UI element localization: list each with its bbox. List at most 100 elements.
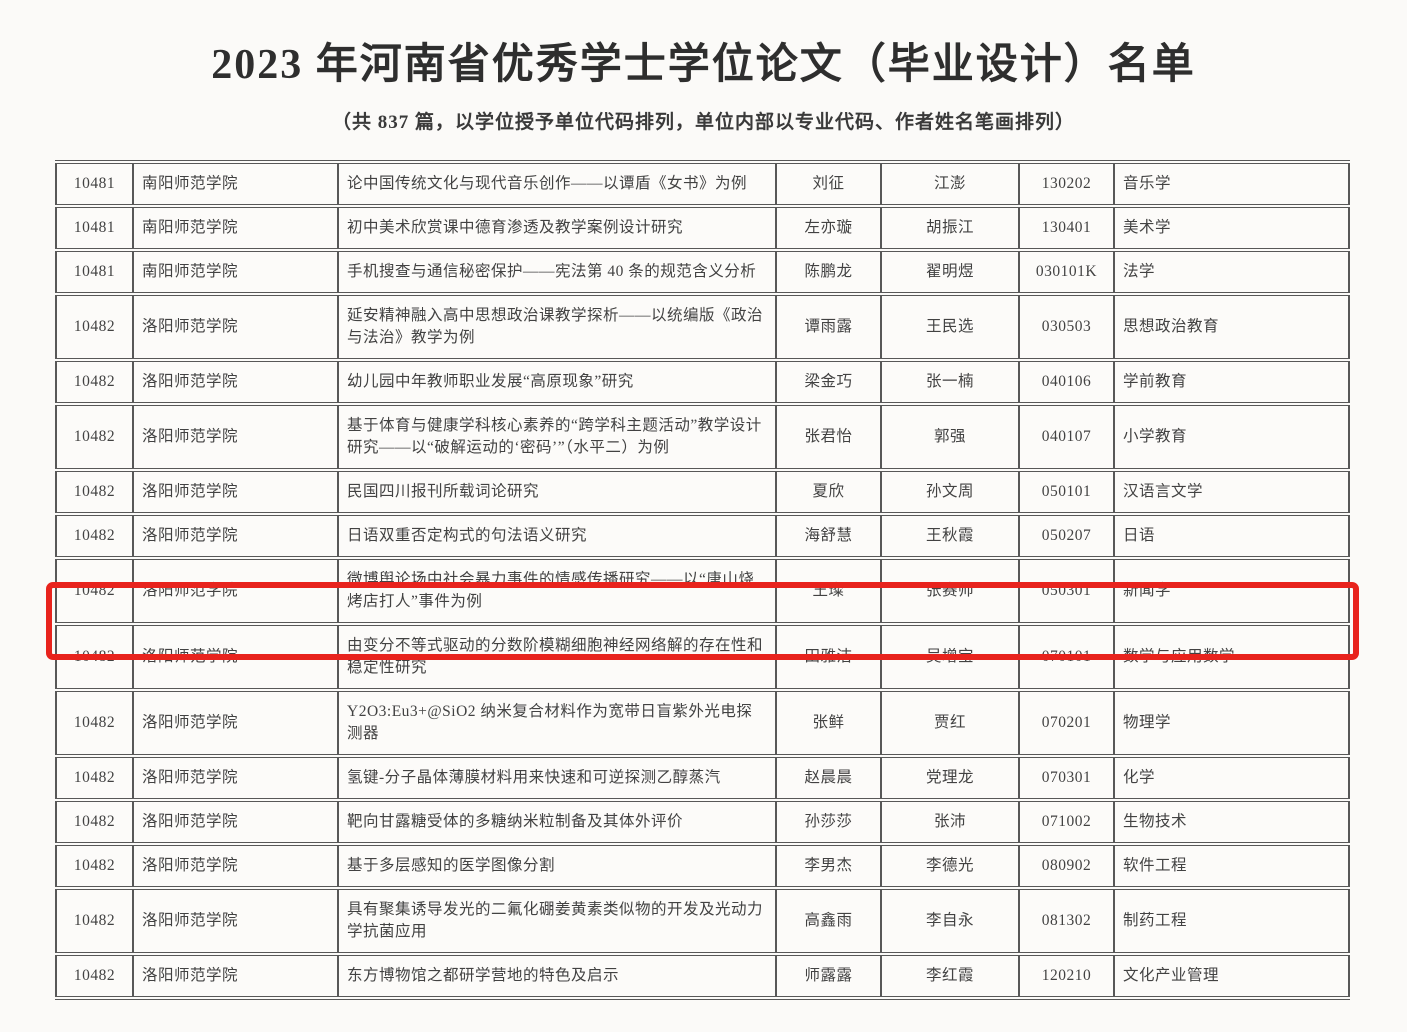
cell-advisor: 李德光 [880,844,1019,890]
cell-author: 赵晨晨 [775,756,881,802]
cell-major-name: 软件工程 [1113,844,1349,890]
cell-unit-code: 10482 [55,844,133,890]
cell-advisor: 贾红 [880,690,1019,758]
cell-major-code: 080902 [1018,844,1114,890]
cell-unit-name: 洛阳师范学院 [132,294,338,362]
cell-unit-code: 10482 [55,294,133,362]
cell-advisor: 胡振江 [880,206,1019,252]
cell-author: 刘征 [775,162,881,208]
cell-author: 高鑫雨 [775,888,881,956]
table-row: 10482 洛阳师范学院 由变分不等式驱动的分数阶模糊细胞神经网络解的存在性和稳… [55,624,1349,692]
cell-major-code: 070101 [1018,624,1114,692]
cell-author: 夏欣 [775,470,881,516]
table-row: 10482 洛阳师范学院 氢键-分子晶体薄膜材料用来快速和可逆探测乙醇蒸汽 赵晨… [55,756,1349,802]
cell-author: 左亦璇 [775,206,881,252]
cell-advisor: 张沛 [880,800,1019,846]
cell-unit-name: 洛阳师范学院 [132,690,338,758]
cell-advisor: 党理龙 [880,756,1019,802]
cell-unit-code: 10481 [55,206,133,252]
cell-major-name: 小学教育 [1113,404,1349,472]
document-page: 2023 年河南省优秀学士学位论文（毕业设计）名单 （共 837 篇，以学位授予… [0,30,1407,1032]
table-row: 10482 洛阳师范学院 基于多层感知的医学图像分割 李男杰 李德光 08090… [55,844,1349,890]
cell-major-code: 040107 [1018,404,1114,472]
cell-advisor: 张一楠 [880,360,1019,406]
cell-thesis-title: 民国四川报刊所载词论研究 [337,470,776,516]
cell-major-code: 030503 [1018,294,1114,362]
cell-thesis-title: 基于体育与健康学科核心素养的“跨学科主题活动”教学设计研究——以“破解运动的‘密… [337,404,776,472]
table-row: 10482 洛阳师范学院 幼儿园中年教师职业发展“高原现象”研究 梁金巧 张一楠… [55,360,1349,406]
cell-unit-code: 10482 [55,514,133,560]
cell-unit-code: 10482 [55,470,133,516]
cell-unit-name: 洛阳师范学院 [132,624,338,692]
cell-major-code: 071002 [1018,800,1114,846]
cell-unit-code: 10482 [55,624,133,692]
cell-major-code: 081302 [1018,888,1114,956]
cell-major-name: 生物技术 [1113,800,1349,846]
cell-thesis-title: 日语双重否定构式的句法语义研究 [337,514,776,560]
cell-advisor: 孙文周 [880,470,1019,516]
cell-major-name: 音乐学 [1113,162,1349,208]
cell-author: 海舒慧 [775,514,881,560]
cell-unit-name: 洛阳师范学院 [132,514,338,560]
thesis-table: 10481 南阳师范学院 论中国传统文化与现代音乐创作——以谭盾《女书》为例 刘… [55,160,1350,1000]
table-row: 10481 南阳师范学院 初中美术欣赏课中德育渗透及教学案例设计研究 左亦璇 胡… [55,206,1349,252]
cell-major-code: 130401 [1018,206,1114,252]
cell-major-code: 130202 [1018,162,1114,208]
cell-advisor: 郭强 [880,404,1019,472]
cell-unit-name: 洛阳师范学院 [132,954,338,1000]
cell-unit-name: 洛阳师范学院 [132,558,338,626]
cell-thesis-title: 延安精神融入高中思想政治课教学探析——以统编版《政治与法治》教学为例 [337,294,776,362]
cell-thesis-title: 微博舆论场中社会暴力事件的情感传播研究——以“唐山烧烤店打人”事件为例 [337,558,776,626]
cell-author: 张君怡 [775,404,881,472]
cell-unit-code: 10482 [55,558,133,626]
cell-major-code: 040106 [1018,360,1114,406]
cell-thesis-title: 由变分不等式驱动的分数阶模糊细胞神经网络解的存在性和稳定性研究 [337,624,776,692]
table-row: 10482 洛阳师范学院 Y2O3:Eu3+@SiO2 纳米复合材料作为宽带日盲… [55,690,1349,758]
cell-author: 师露露 [775,954,881,1000]
cell-unit-name: 洛阳师范学院 [132,888,338,956]
cell-thesis-title: 东方博物馆之都研学营地的特色及启示 [337,954,776,1000]
thesis-table-body: 10481 南阳师范学院 论中国传统文化与现代音乐创作——以谭盾《女书》为例 刘… [55,162,1349,1000]
cell-major-name: 思想政治教育 [1113,294,1349,362]
table-row: 10481 南阳师范学院 手机搜查与通信秘密保护——宪法第 40 条的规范含义分… [55,250,1349,296]
cell-unit-code: 10481 [55,250,133,296]
table-row: 10482 洛阳师范学院 基于体育与健康学科核心素养的“跨学科主题活动”教学设计… [55,404,1349,472]
cell-advisor: 王秋霞 [880,514,1019,560]
cell-major-name: 日语 [1113,514,1349,560]
cell-unit-name: 洛阳师范学院 [132,756,338,802]
page-subtitle: （共 837 篇，以学位授予单位代码排列，单位内部以专业代码、作者姓名笔画排列） [331,112,1075,133]
cell-unit-code: 10482 [55,888,133,956]
cell-major-code: 120210 [1018,954,1114,1000]
cell-unit-name: 南阳师范学院 [132,250,338,296]
cell-unit-code: 10482 [55,404,133,472]
cell-unit-name: 洛阳师范学院 [132,404,338,472]
cell-author: 李男杰 [775,844,881,890]
cell-advisor: 江澎 [880,162,1019,208]
cell-thesis-title: Y2O3:Eu3+@SiO2 纳米复合材料作为宽带日盲紫外光电探测器 [337,690,776,758]
cell-thesis-title: 幼儿园中年教师职业发展“高原现象”研究 [337,360,776,406]
cell-advisor: 吴增宝 [880,624,1019,692]
table-row: 10482 洛阳师范学院 具有聚集诱导发光的二氟化硼姜黄素类似物的开发及光动力学… [55,888,1349,956]
cell-major-name: 物理学 [1113,690,1349,758]
cell-thesis-title: 靶向甘露糖受体的多糖纳米粒制备及其体外评价 [337,800,776,846]
table-row: 10482 洛阳师范学院 民国四川报刊所载词论研究 夏欣 孙文周 050101 … [55,470,1349,516]
table-row: 10482 洛阳师范学院 日语双重否定构式的句法语义研究 海舒慧 王秋霞 050… [55,514,1349,560]
cell-unit-name: 洛阳师范学院 [132,800,338,846]
cell-author: 谭雨露 [775,294,881,362]
table-row: 10482 洛阳师范学院 东方博物馆之都研学营地的特色及启示 师露露 李红霞 1… [55,954,1349,1000]
cell-unit-code: 10482 [55,690,133,758]
cell-unit-name: 洛阳师范学院 [132,470,338,516]
cell-major-name: 新闻学 [1113,558,1349,626]
cell-thesis-title: 具有聚集诱导发光的二氟化硼姜黄素类似物的开发及光动力学抗菌应用 [337,888,776,956]
cell-unit-name: 洛阳师范学院 [132,360,338,406]
cell-advisor: 张赛帅 [880,558,1019,626]
cell-major-name: 化学 [1113,756,1349,802]
cell-author: 田雅洁 [775,624,881,692]
cell-unit-code: 10482 [55,800,133,846]
cell-major-name: 学前教育 [1113,360,1349,406]
cell-major-code: 050207 [1018,514,1114,560]
cell-author: 王璨 [775,558,881,626]
cell-major-code: 030101K [1018,250,1114,296]
cell-thesis-title: 基于多层感知的医学图像分割 [337,844,776,890]
table-row: 10482 洛阳师范学院 微博舆论场中社会暴力事件的情感传播研究——以“唐山烧烤… [55,558,1349,626]
